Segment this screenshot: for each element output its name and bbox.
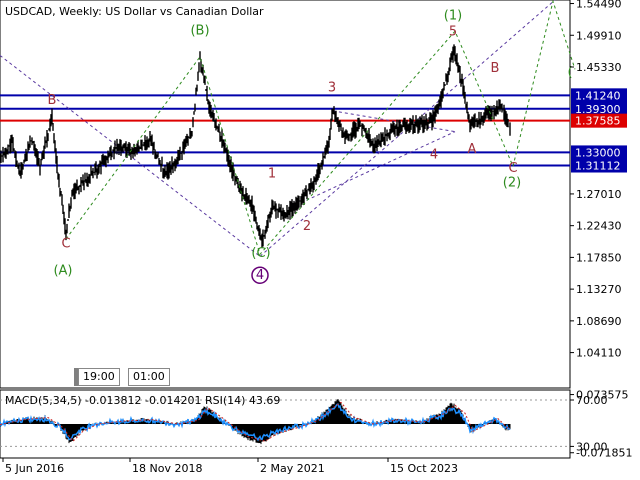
level-tag <box>571 88 627 103</box>
wave-label: 5 <box>449 24 457 39</box>
wave-label: C <box>508 161 517 176</box>
wave-label: (A) <box>53 263 72 278</box>
level-price-label: 1.33000 <box>575 146 621 159</box>
wave-guide-line <box>259 0 556 257</box>
wave-label: 4 <box>256 268 264 283</box>
level-price-label: 1.31112 <box>575 160 621 173</box>
level-price-label: 1.37585 <box>575 115 621 128</box>
wave-guide-line <box>289 131 456 209</box>
time-tick-label: 5 Jun 2016 <box>5 462 64 475</box>
wave-label: (C) <box>251 246 270 261</box>
chart-title: USDCAD, Weekly: US Dollar vs Canadian Do… <box>5 5 264 18</box>
level-tag <box>571 145 627 160</box>
level-price-label: 1.39300 <box>575 103 621 116</box>
macd-tick-label: 30.00 <box>576 440 608 453</box>
price-bars <box>0 44 511 249</box>
wave-label: B <box>48 93 57 108</box>
price-tick-label: 1.08690 <box>576 315 622 328</box>
wave-label: 1 <box>268 166 276 181</box>
wave-label: (2) <box>503 175 521 190</box>
macd-line <box>0 403 511 442</box>
price-tick-label: 1.54490 <box>576 0 622 11</box>
price-tick-label: 1.04110 <box>576 347 622 360</box>
wave-label: (B) <box>190 24 209 39</box>
macd-tick-label: -0.071851 <box>576 447 632 460</box>
time-axis: 5 Jun 2016 18 Nov 2018 2 May 2021 15 Oct 20… <box>2 458 458 475</box>
wave-guide-lines <box>0 0 556 257</box>
crosshair-time-1: 19:00 <box>78 368 120 386</box>
wave-4-circle <box>251 266 269 284</box>
level-tag <box>571 113 627 128</box>
macd-tick-label: 0.073575 <box>576 389 629 402</box>
wave-label: 3 <box>328 80 336 95</box>
wave-label: A <box>468 142 477 157</box>
level-tag <box>571 101 627 116</box>
price-tick-label: 1.45330 <box>576 61 622 74</box>
price-tick-label: 1.17850 <box>576 251 622 264</box>
macd-panel-frame <box>0 389 571 459</box>
wave-guide-line <box>332 110 456 133</box>
wave-projection-path <box>65 0 576 256</box>
wave-projection-line <box>65 0 576 256</box>
wave-label: C <box>61 236 70 251</box>
price-series <box>0 44 511 249</box>
level-tag <box>571 158 627 173</box>
wave-label: 2 <box>303 219 311 234</box>
wave-label: 4 <box>430 148 438 163</box>
macd-label: MACD(5,34,5) -0.013812 -0.014201 RSI(14)… <box>5 394 280 407</box>
wave-label: B <box>491 61 500 76</box>
wave-label: ( <box>567 65 572 80</box>
time-tick-label: 18 Nov 2018 <box>132 462 202 475</box>
price-tick-label: 1.27010 <box>576 188 622 201</box>
wave-guide-line <box>0 55 261 257</box>
wave-label: (1) <box>444 8 462 23</box>
crosshair-time-2: 01:00 <box>128 368 170 386</box>
level-price-label: 1.41240 <box>575 89 621 102</box>
macd-tick-label: 70.00 <box>576 394 608 407</box>
time-tick-label: 15 Oct 2023 <box>390 462 458 475</box>
time-tick-label: 2 May 2021 <box>260 462 325 475</box>
price-tick-label: 1.49910 <box>576 29 622 42</box>
price-axis: 1.54490 1.49910 1.45330 1.27010 1.22430 1.178… <box>570 0 622 360</box>
price-tick-label: 1.22430 <box>576 220 622 233</box>
macd-signal-line <box>0 401 511 443</box>
price-tick-label: 1.13270 <box>576 283 622 296</box>
